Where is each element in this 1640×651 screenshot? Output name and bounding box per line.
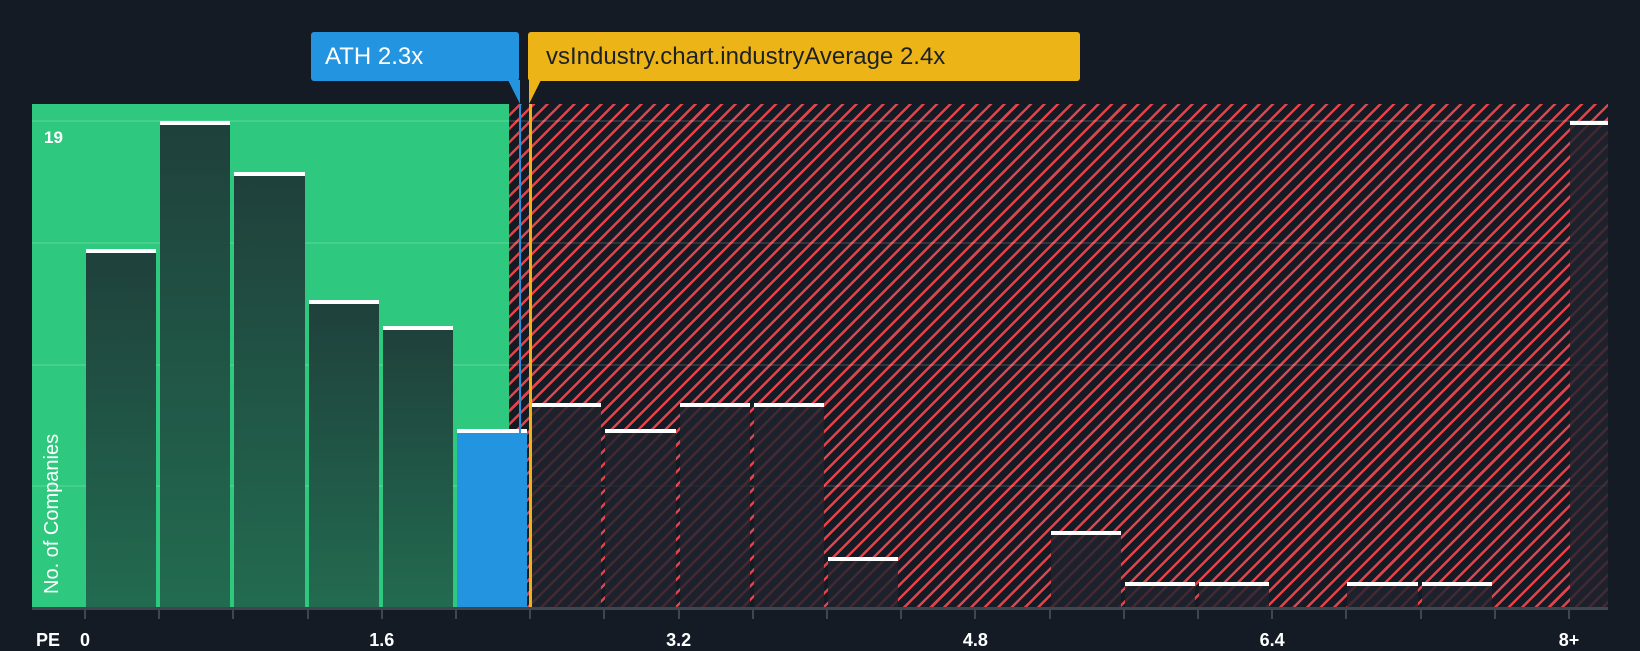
y-axis-title: No. of Companies	[41, 433, 63, 594]
industry-average-callout: vsIndustry.chart.industryAverage 2.4x	[528, 32, 1080, 81]
overvalued-zone	[509, 104, 1608, 608]
gridline	[32, 120, 1608, 122]
x-axis-tick-label: 8+	[1558, 630, 1580, 650]
bar-cap	[86, 249, 157, 254]
histogram-bar[interactable]	[1050, 531, 1121, 608]
histogram-bar[interactable]	[1199, 582, 1270, 608]
x-axis-tick	[306, 608, 309, 619]
bar-cap	[234, 172, 305, 177]
histogram-bar[interactable]	[679, 402, 750, 608]
company-pe-callout: ATH 2.3x	[311, 32, 519, 81]
x-axis-tick	[900, 608, 903, 619]
histogram-bar[interactable]	[382, 326, 453, 608]
bar-cap	[679, 402, 750, 407]
histogram-bar[interactable]	[1124, 582, 1195, 608]
bar-cap	[1050, 531, 1121, 536]
x-axis-tick	[677, 608, 680, 619]
x-axis-tick	[1345, 608, 1348, 619]
gridline	[32, 363, 1608, 366]
x-axis-tick	[84, 608, 86, 619]
bar-cap	[1347, 582, 1418, 587]
bar-cap	[1421, 582, 1492, 587]
x-axis-tick-label: 1.6	[369, 630, 395, 650]
company-pe-line	[519, 104, 521, 608]
industry-callout-pointer	[529, 80, 541, 104]
company-bin-bar[interactable]	[457, 428, 528, 608]
histogram-bar[interactable]	[605, 428, 676, 608]
x-axis-tick-label: 0	[79, 630, 91, 650]
bar-cap	[160, 121, 231, 125]
histogram-bar[interactable]	[86, 249, 157, 608]
x-axis-tick	[1122, 608, 1125, 619]
bar-cap	[382, 326, 453, 331]
bar-cap	[828, 556, 899, 561]
x-axis-tick	[1197, 608, 1199, 619]
bar-cap	[531, 402, 602, 407]
bar-cap	[308, 300, 379, 305]
x-axis-tick	[603, 608, 606, 619]
x-axis-tick	[380, 608, 383, 619]
x-axis-tick	[751, 608, 754, 619]
bar-cap	[1124, 582, 1195, 587]
histogram-bar[interactable]	[531, 402, 602, 608]
bar-cap	[1570, 121, 1608, 125]
x-axis-tick-label: 3.2	[666, 630, 692, 650]
histogram-bar[interactable]	[1570, 121, 1608, 608]
bar-cap	[753, 402, 824, 407]
industry-average-line	[529, 104, 532, 608]
histogram-bar[interactable]	[234, 172, 305, 608]
histogram-bar[interactable]	[160, 121, 231, 608]
histogram-bar[interactable]	[1421, 582, 1492, 608]
x-axis-tick	[1568, 608, 1570, 619]
pe-distribution-chart: 19 No. of Companies	[32, 104, 1608, 608]
x-axis-tick	[455, 608, 457, 619]
bar-cap	[605, 428, 676, 433]
gridline	[32, 241, 1608, 244]
x-axis-tick-label: 6.4	[1259, 630, 1285, 650]
x-axis-tick	[529, 608, 532, 619]
histogram-bar[interactable]	[1347, 582, 1418, 608]
x-axis-tick-label: 4.8	[962, 630, 988, 650]
bar-cap	[1199, 582, 1270, 587]
x-axis-tick	[826, 608, 828, 619]
x-axis-tick	[1493, 608, 1496, 619]
x-axis-title: PE	[36, 630, 61, 650]
x-axis-tick	[1048, 608, 1051, 619]
histogram-bar[interactable]	[308, 300, 379, 608]
x-axis-tick	[1419, 608, 1422, 619]
x-axis-line	[32, 607, 1608, 610]
x-axis-tick	[158, 608, 161, 619]
y-axis-max-label: 19	[44, 128, 63, 147]
x-axis-tick	[232, 608, 235, 619]
company-callout-pointer	[508, 80, 520, 104]
histogram-bar[interactable]	[753, 402, 824, 608]
histogram-bar[interactable]	[828, 556, 899, 608]
bar-cap	[457, 428, 528, 433]
x-axis-tick	[974, 608, 977, 619]
x-axis-tick	[1271, 608, 1274, 619]
